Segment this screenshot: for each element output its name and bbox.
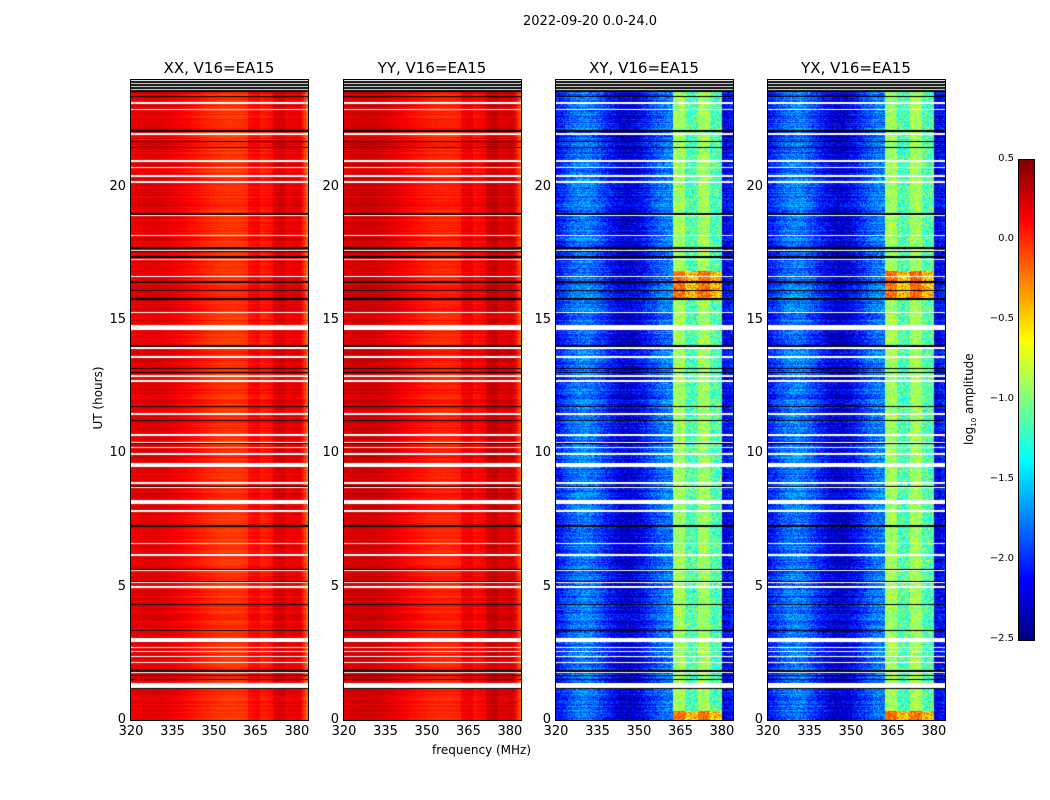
x-axis-label: frequency (MHz) (432, 743, 532, 757)
panel-title: YY, V16=EA15 (377, 59, 487, 77)
heatmap-xy (556, 80, 733, 720)
x-tick-label: 350 (201, 724, 227, 739)
x-tick-label: 365 (880, 724, 905, 739)
panel-title: YX, V16=EA15 (801, 59, 911, 77)
y-tick-label: 15 (109, 311, 126, 327)
colorbar-tick-label: 0.5 (998, 153, 1014, 164)
y-tick-label: 20 (746, 178, 763, 194)
y-tick-label: 0 (542, 712, 551, 727)
y-tick-label: 10 (534, 445, 551, 461)
heatmap-xx (131, 80, 308, 720)
panel-title: XX, V16=EA15 (163, 59, 275, 77)
x-tick-label: 335 (160, 724, 185, 739)
panel-title: XY, V16=EA15 (589, 59, 699, 77)
x-tick-label: 320 (543, 724, 569, 739)
x-tick-label: 350 (838, 724, 864, 739)
x-tick-label: 320 (331, 724, 357, 739)
y-tick-label: 5 (117, 578, 126, 594)
x-tick-label: 335 (373, 724, 398, 739)
x-tick-label: 335 (797, 724, 822, 739)
x-tick-label: 320 (118, 724, 144, 739)
x-tick-label: 380 (284, 724, 310, 739)
x-tick-label: 380 (709, 724, 735, 739)
x-tick-label: 365 (456, 724, 481, 739)
y-tick-label: 0 (330, 712, 339, 727)
x-tick-label: 380 (497, 724, 523, 739)
colorbar-tick-label: 0.0 (998, 233, 1014, 244)
y-tick-label: 10 (322, 445, 339, 461)
colorbar-tick-label: −1.0 (989, 393, 1014, 404)
heatmap-yy (344, 80, 521, 720)
colorbar-tick-label: −1.5 (989, 473, 1014, 484)
colorbar-tick-label: −0.5 (989, 313, 1014, 324)
y-axis-label: UT (hours) (91, 366, 105, 430)
y-tick-label: 0 (117, 712, 126, 727)
y-tick-label: 20 (534, 178, 551, 194)
y-tick-label: 15 (322, 311, 339, 327)
y-tick-label: 15 (746, 311, 763, 327)
x-tick-label: 320 (755, 724, 781, 739)
y-tick-label: 10 (746, 445, 763, 461)
colorbar-tick-label: −2.5 (989, 633, 1014, 644)
x-tick-label: 380 (921, 724, 947, 739)
colorbar (1019, 160, 1034, 640)
figure-title: 2022-09-20 0.0-24.0 (523, 14, 657, 29)
y-tick-label: 10 (109, 445, 126, 461)
colorbar-label: log10 amplitude (961, 353, 979, 446)
y-tick-label: 5 (330, 578, 339, 594)
y-tick-label: 5 (754, 578, 763, 594)
x-tick-label: 350 (414, 724, 440, 739)
colorbar-tick-label: −2.0 (989, 553, 1014, 564)
x-tick-label: 365 (243, 724, 268, 739)
y-tick-label: 20 (109, 178, 126, 194)
y-tick-label: 20 (322, 178, 339, 194)
x-tick-label: 335 (585, 724, 610, 739)
x-tick-label: 350 (626, 724, 652, 739)
y-tick-label: 15 (534, 311, 551, 327)
y-tick-label: 5 (542, 578, 551, 594)
x-tick-label: 365 (668, 724, 693, 739)
y-tick-label: 0 (754, 712, 763, 727)
heatmap-yx (768, 80, 945, 720)
